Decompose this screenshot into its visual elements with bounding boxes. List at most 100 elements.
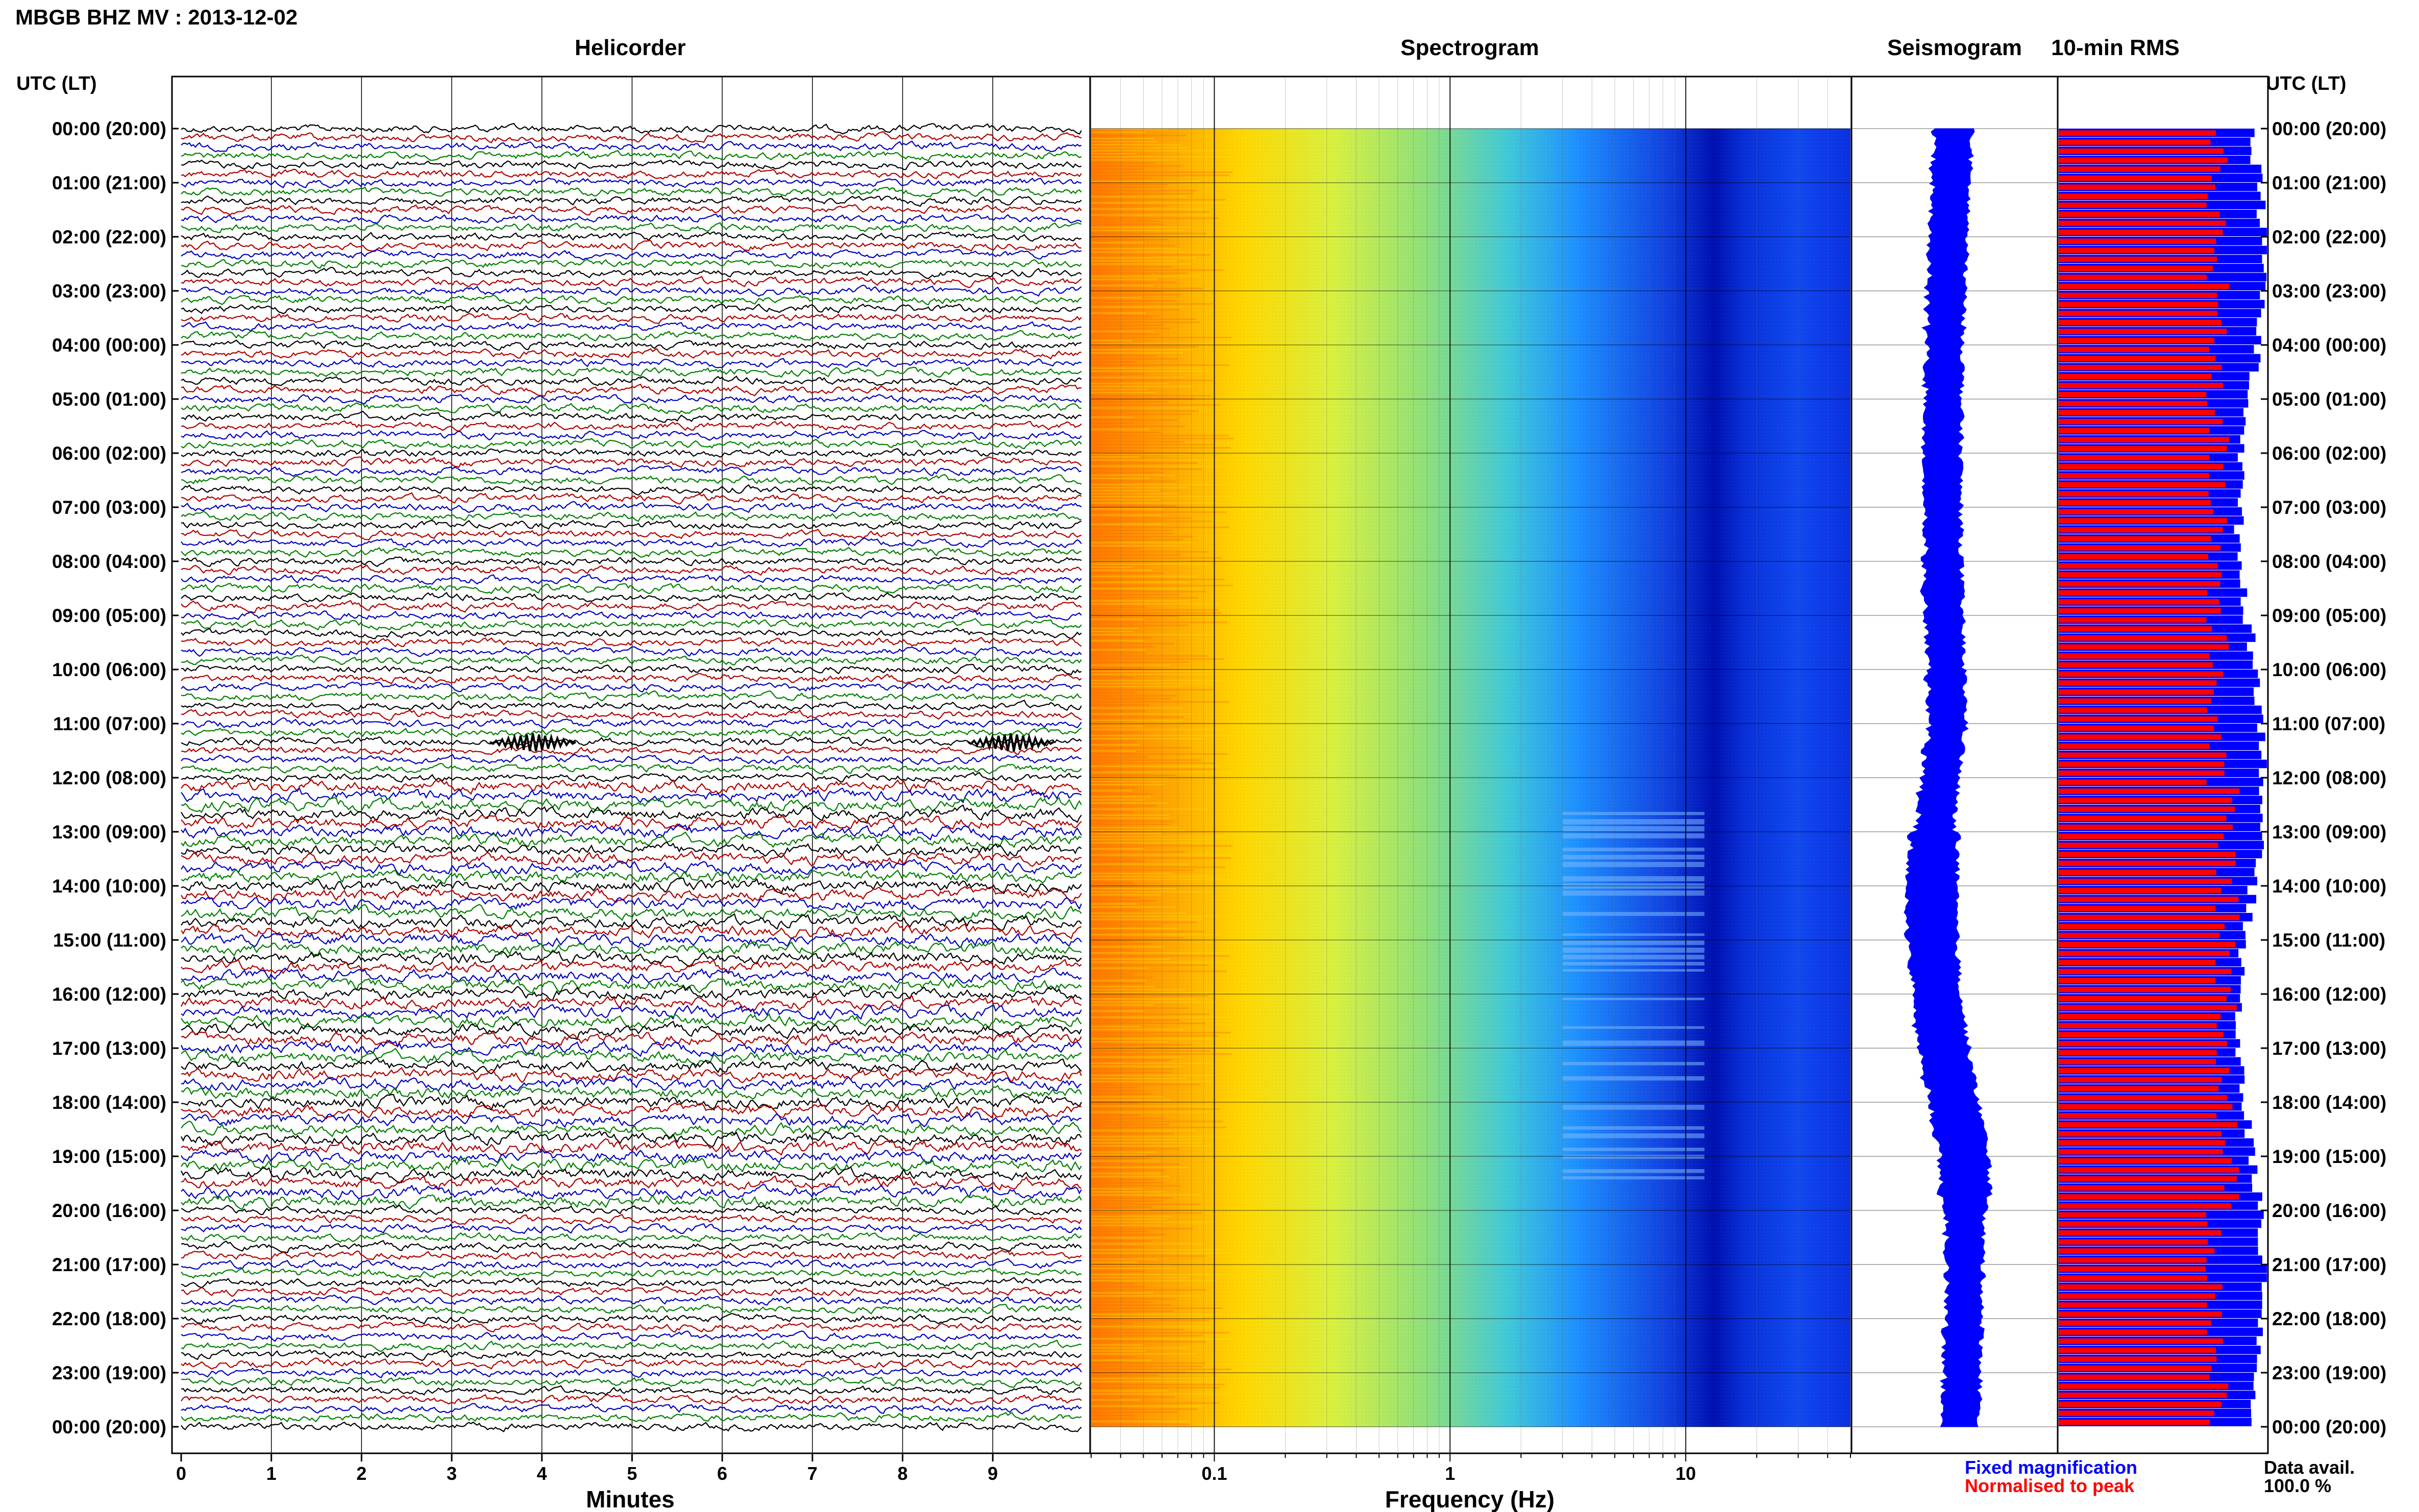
rms-bar-normalised xyxy=(2059,1095,2228,1101)
spectrogram-streak xyxy=(1091,622,1228,623)
spectrogram-streak xyxy=(1091,894,1162,896)
spectrogram-streak xyxy=(1091,251,1212,253)
spectrogram-streak xyxy=(1091,1408,1198,1410)
spectrogram-streak xyxy=(1091,1295,1198,1297)
rms-bar-normalised xyxy=(2059,761,2225,767)
spectrogram-streak xyxy=(1091,1258,1158,1260)
spectrogram-streak xyxy=(1091,992,1226,994)
rms-bar-normalised xyxy=(2059,734,2221,740)
helicorder-tick-label: 7 xyxy=(807,1463,818,1484)
rms-bar-normalised xyxy=(2059,265,2213,271)
rms-bar-normalised xyxy=(2059,770,2225,776)
rms-bar-normalised xyxy=(2059,1040,2227,1047)
helicorder-trace-row xyxy=(181,779,1082,795)
right-time-labels: 00:00 (20:00) 01:00 (21:00) 02:00 (22:00) 0… xyxy=(2261,118,2386,1437)
helicorder-trace-row xyxy=(181,429,1082,441)
spectrogram-streak xyxy=(1091,720,1183,721)
time-label-left: 01:00 (21:00) xyxy=(52,172,166,193)
spectrogram-streak xyxy=(1091,1326,1211,1327)
spectrogram-streak xyxy=(1091,493,1178,494)
spectrogram-streak xyxy=(1091,554,1181,556)
spectrogram-streak xyxy=(1091,839,1213,840)
helicorder-trace-row xyxy=(181,1213,1082,1225)
spectrogram-streak xyxy=(1091,315,1160,317)
helicorder-trace-row xyxy=(181,841,1082,858)
rms-bar-normalised xyxy=(2059,1194,2239,1200)
spectrogram-streak xyxy=(1091,1185,1180,1186)
spectrogram-streak xyxy=(1091,1078,1187,1079)
data-availability-value: 100.0 % xyxy=(2264,1475,2331,1496)
spectrogram-streak xyxy=(1091,756,1149,758)
spectrogram-streak xyxy=(1091,1157,1150,1159)
spectrogram-streak xyxy=(1091,695,1176,697)
time-label-left: 22:00 (18:00) xyxy=(52,1308,166,1329)
rms-bar-normalised xyxy=(2059,509,2214,515)
helicorder-trace-row xyxy=(181,1240,1082,1254)
spectrogram-tremor-line xyxy=(1562,1105,1705,1110)
rms-bar-normalised xyxy=(2059,870,2216,875)
rms-bar-normalised xyxy=(2059,1149,2223,1155)
spectrogram-streak xyxy=(1091,646,1155,648)
helicorder-trace-row xyxy=(181,1268,1082,1279)
spectrogram-streak xyxy=(1091,909,1142,911)
spectrogram-tremor-line xyxy=(1562,1076,1705,1081)
helicorder-trace-row xyxy=(181,1148,1082,1164)
helicorder-tick-label: 1 xyxy=(266,1463,277,1484)
helicorder-gridlines xyxy=(270,77,994,1453)
spectrogram-streak xyxy=(1091,796,1151,798)
spectrogram-streak xyxy=(1091,374,1144,375)
spectrogram-streak xyxy=(1091,1173,1159,1174)
spectrogram-streak xyxy=(1091,432,1162,433)
spectrogram-streak xyxy=(1091,248,1181,250)
spectrogram-streak xyxy=(1091,1099,1171,1101)
spectrogram-tick-label: 0.1 xyxy=(1201,1463,1227,1484)
rms-bar-normalised xyxy=(2059,1005,2237,1010)
helicorder-trace-row xyxy=(181,231,1082,242)
spectrogram-streak xyxy=(1091,827,1180,828)
spectrogram-streak xyxy=(1091,726,1144,727)
spectrogram-streak xyxy=(1091,1163,1180,1165)
spectrogram-streak xyxy=(1091,980,1147,981)
spectrogram-streak xyxy=(1091,1362,1205,1364)
spectrogram-streak xyxy=(1091,328,1170,329)
helicorder-trace-row xyxy=(181,717,1082,730)
spectrogram-streak xyxy=(1091,781,1169,782)
spectrogram-streak xyxy=(1091,1283,1134,1284)
spectrogram-streak xyxy=(1091,1375,1159,1376)
rms-bar-normalised xyxy=(2059,473,2209,479)
time-label-left: 17:00 (13:00) xyxy=(52,1038,166,1059)
spectrogram-streak xyxy=(1091,1142,1202,1144)
rms-bar-normalised xyxy=(2059,653,2210,659)
spectrogram-streak xyxy=(1091,129,1168,130)
spectrogram-streak xyxy=(1091,285,1154,286)
spectrogram-streak xyxy=(1091,1265,1170,1266)
spectrogram-streak xyxy=(1091,1203,1201,1205)
spectrogram-streak xyxy=(1091,254,1211,256)
rms-bar-normalised xyxy=(2059,157,2228,163)
spectrogram-streak xyxy=(1091,175,1229,176)
spectrogram-streak xyxy=(1091,331,1154,332)
spectrogram-streak xyxy=(1091,499,1160,501)
helicorder-trace-row xyxy=(181,1004,1082,1021)
helicorder-tick-label: 2 xyxy=(356,1463,366,1484)
spectrogram-tremor-line xyxy=(1562,848,1705,852)
time-label-left: 16:00 (12:00) xyxy=(52,984,166,1005)
spectrogram-streak xyxy=(1091,897,1140,899)
spectrogram-streak xyxy=(1091,325,1164,326)
rms-bar-normalised xyxy=(2059,969,2232,975)
helicorder-trace-row xyxy=(181,258,1082,269)
spectrogram-streak xyxy=(1091,551,1209,553)
spectrogram-streak xyxy=(1091,563,1211,565)
spectrogram-tremor-line xyxy=(1562,912,1705,916)
spectrogram-tremor-line xyxy=(1562,862,1705,867)
spectrogram-streak xyxy=(1091,1381,1226,1382)
right-axis-label: UTC (LT) xyxy=(2266,73,2347,94)
spectrogram-streak xyxy=(1091,943,1153,945)
spectrogram-tremor-line xyxy=(1562,1169,1705,1173)
time-label-left: 10:00 (06:00) xyxy=(52,659,166,680)
rms-bar-normalised xyxy=(2059,1230,2221,1236)
spectrogram-streak xyxy=(1091,955,1229,957)
spectrogram-streak xyxy=(1091,612,1222,614)
helicorder-trace-row xyxy=(181,383,1081,397)
spectrogram-streak xyxy=(1091,318,1196,320)
